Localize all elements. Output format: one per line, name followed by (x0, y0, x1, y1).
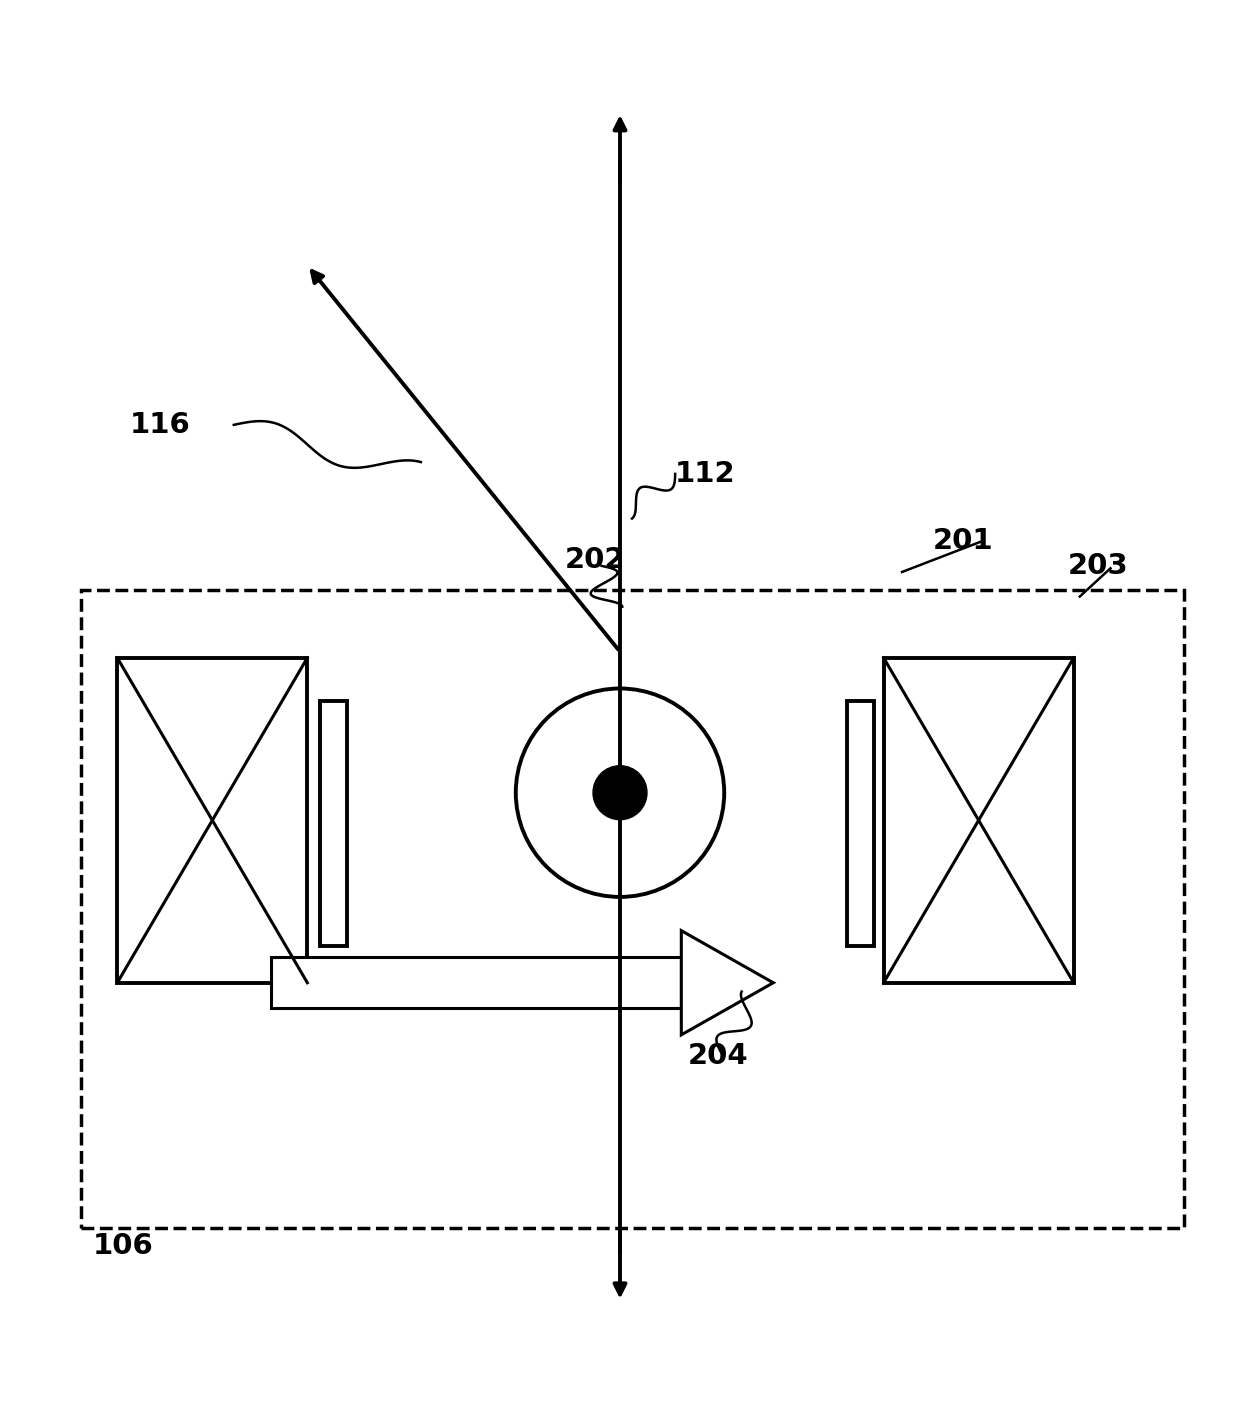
Text: 202: 202 (565, 546, 625, 573)
Text: 106: 106 (93, 1232, 154, 1261)
Text: 204: 204 (687, 1042, 748, 1071)
Text: 201: 201 (932, 528, 993, 555)
Polygon shape (270, 957, 681, 1008)
Text: 116: 116 (129, 411, 190, 439)
Text: 203: 203 (1068, 552, 1128, 580)
Polygon shape (681, 931, 774, 1035)
Circle shape (593, 766, 647, 820)
Text: 112: 112 (675, 461, 735, 488)
